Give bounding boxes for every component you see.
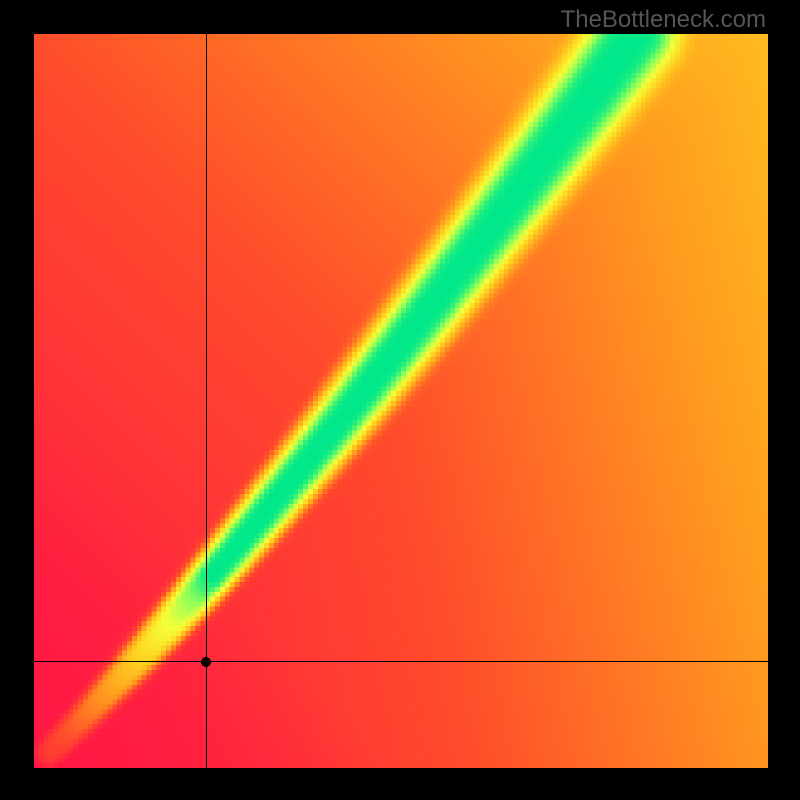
bottleneck-heatmap xyxy=(34,34,768,768)
crosshair-horizontal xyxy=(34,661,768,662)
chart-container: TheBottleneck.com xyxy=(0,0,800,800)
watermark-label: TheBottleneck.com xyxy=(561,6,766,34)
